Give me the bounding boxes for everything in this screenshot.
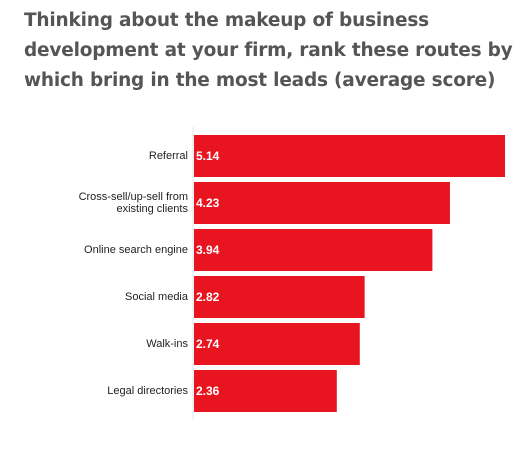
bar-6 <box>194 370 337 412</box>
bar-1 <box>194 135 505 177</box>
value-label-2: 4.23 <box>196 196 220 210</box>
chart-title: Thinking about the makeup of business de… <box>24 10 513 91</box>
value-label-4: 2.82 <box>196 290 220 304</box>
category-label-2: Cross-sell/up-sell from existing clients <box>79 191 189 215</box>
category-label-3: Online search engine <box>84 244 188 256</box>
category-label-4: Social media <box>125 291 189 303</box>
bars-group: 5.14 Referral 4.23 Cross-sell/up-sell from e… <box>79 135 505 412</box>
value-label-3: 3.94 <box>196 243 220 257</box>
value-label-6: 2.36 <box>196 384 220 398</box>
category-label-5: Walk-ins <box>146 338 188 350</box>
category-label-6: Legal directories <box>107 385 188 397</box>
category-label-1: Referral <box>149 150 188 162</box>
bar-3 <box>194 229 433 271</box>
bar-2 <box>194 182 450 224</box>
value-label-5: 2.74 <box>196 337 220 351</box>
bar-4 <box>194 276 365 318</box>
value-label-1: 5.14 <box>196 149 220 163</box>
bar-5 <box>194 323 360 365</box>
